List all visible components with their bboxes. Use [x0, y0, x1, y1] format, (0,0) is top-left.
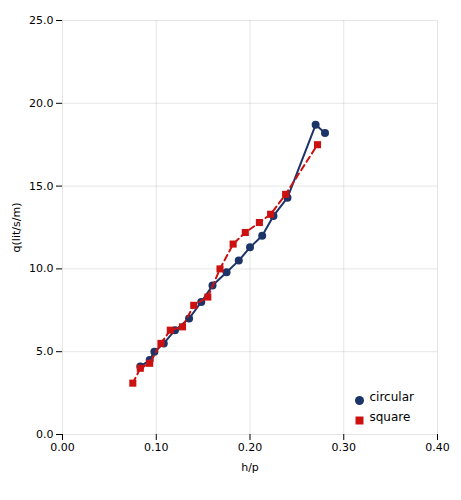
svg-text:0.00: 0.00: [50, 441, 75, 454]
svg-text:10.0: 10.0: [29, 262, 54, 275]
svg-text:0.30: 0.30: [332, 441, 357, 454]
svg-text:0.0: 0.0: [36, 428, 54, 441]
svg-text:square: square: [370, 410, 411, 424]
svg-text:20.0: 20.0: [29, 97, 54, 110]
svg-text:0.10: 0.10: [144, 441, 169, 454]
svg-text:15.0: 15.0: [29, 180, 54, 193]
svg-text:0.40: 0.40: [425, 441, 450, 454]
svg-text:q(lit/s/m): q(lit/s/m): [10, 203, 23, 253]
svg-text:h/p: h/p: [241, 461, 259, 474]
svg-text:25.0: 25.0: [29, 14, 54, 27]
svg-text:circular: circular: [370, 390, 414, 404]
svg-text:5.0: 5.0: [36, 345, 54, 358]
svg-text:0.20: 0.20: [238, 441, 263, 454]
